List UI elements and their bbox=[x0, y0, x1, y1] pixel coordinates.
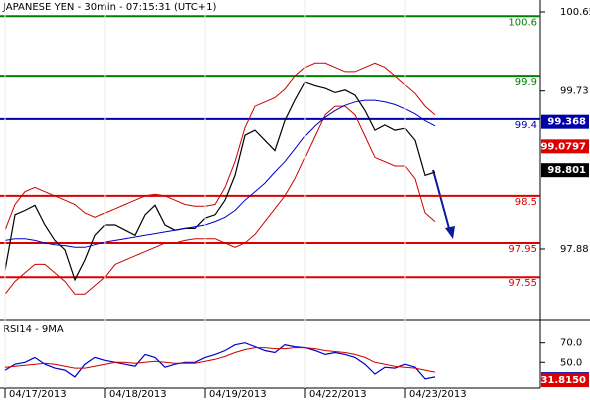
level-label: 99.4 bbox=[515, 120, 537, 131]
x-tick-label: 04/17/2013 bbox=[9, 389, 67, 400]
level-label: 100.6 bbox=[508, 17, 537, 28]
trend-arrow bbox=[432, 169, 455, 239]
price-marker bbox=[541, 114, 589, 129]
series-line bbox=[4, 62, 436, 231]
chart-title: JAPANESE YEN - 30min - 07:15:31 (UTC+1) bbox=[2, 2, 216, 13]
x-tick-label: 04/18/2013 bbox=[109, 389, 167, 400]
series-line bbox=[4, 105, 436, 295]
price-marker-label: 99.368 bbox=[547, 117, 586, 128]
x-tick-label: 04/23/2013 bbox=[409, 389, 467, 400]
level-label: 97.55 bbox=[508, 278, 537, 289]
price-marker bbox=[541, 163, 589, 178]
panel-title: RSI14 - 9MA bbox=[3, 324, 64, 335]
price-marker-label: 31.8150 bbox=[540, 375, 586, 386]
y-tick-label: 99.73 bbox=[560, 86, 589, 97]
y-tick-label: 97.88 bbox=[560, 244, 589, 255]
price-marker bbox=[541, 139, 589, 154]
series-line bbox=[4, 342, 436, 380]
level-label: 97.95 bbox=[508, 244, 537, 255]
y-tick-label: 50.0 bbox=[560, 357, 582, 368]
level-label: 98.5 bbox=[515, 197, 537, 208]
series-line bbox=[4, 347, 436, 373]
series-line bbox=[4, 99, 436, 248]
x-tick-label: 04/22/2013 bbox=[309, 389, 367, 400]
y-tick-label: 70.0 bbox=[560, 338, 582, 349]
series-line bbox=[4, 81, 436, 282]
level-label: 99.9 bbox=[515, 77, 537, 88]
price-marker-label: 98.801 bbox=[547, 165, 586, 176]
y-tick-label: 100.65 bbox=[560, 7, 590, 18]
price-marker bbox=[541, 373, 589, 388]
price-marker-label: 99.0797 bbox=[540, 141, 586, 152]
x-tick-label: 04/19/2013 bbox=[209, 389, 267, 400]
